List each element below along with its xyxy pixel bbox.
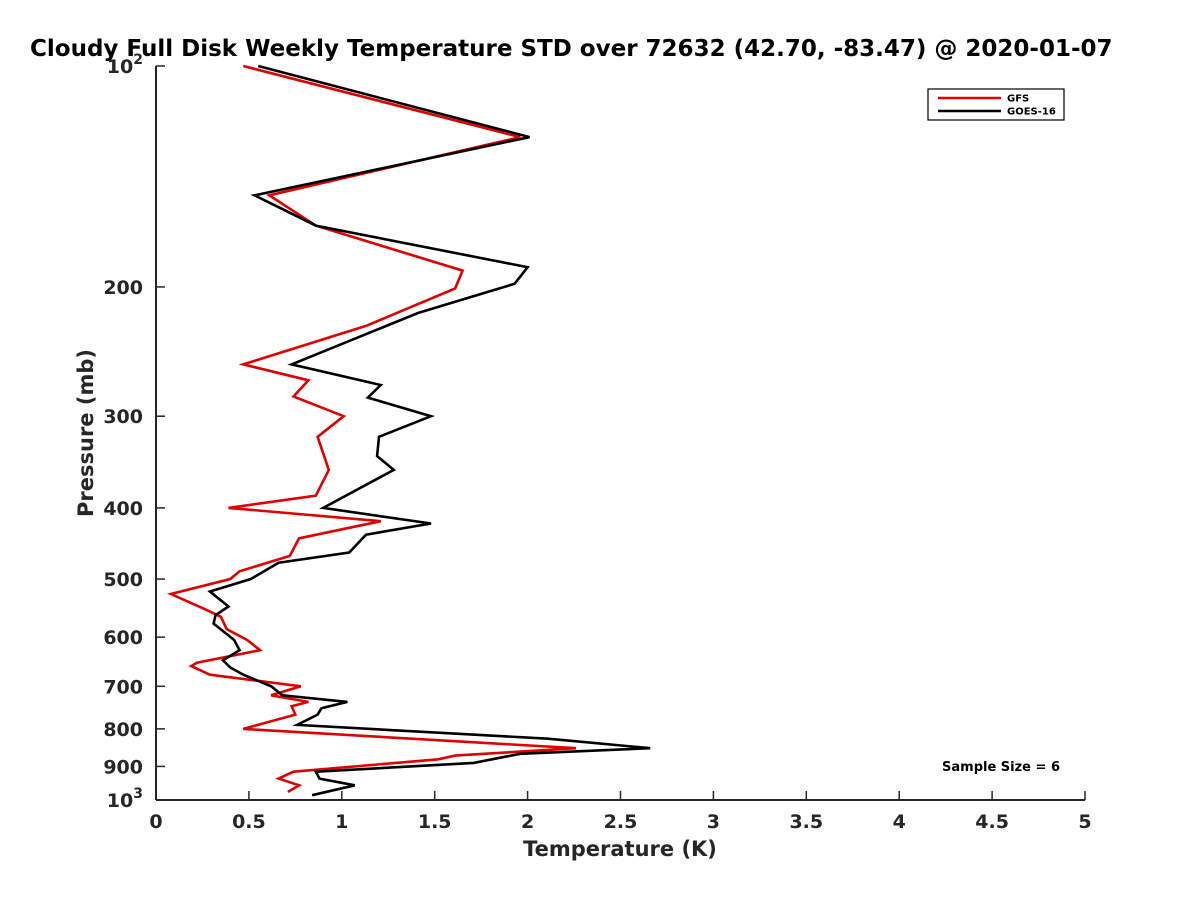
x-tick-label: 3 (707, 811, 720, 833)
y-tick-label: 900 (103, 756, 143, 778)
y-tick-label: 700 (103, 676, 143, 698)
sample-size-annotation: Sample Size = 6 (942, 760, 1060, 775)
legend-label: GOES-16 (1007, 107, 1056, 118)
x-axis-title: Temperature (K) (523, 837, 717, 861)
y-tick-label: 300 (103, 406, 143, 428)
y-tick-label: 103 (107, 786, 143, 812)
y-tick-base: 10 (107, 790, 133, 812)
chart-title: Cloudy Full Disk Weekly Temperature STD … (30, 36, 1113, 62)
y-tick-exponent: 2 (133, 52, 143, 68)
y-tick-label: 400 (103, 498, 143, 520)
y-tick-label: 600 (103, 627, 143, 649)
legend: GFS GOES-16 (927, 88, 1065, 121)
y-axis-title: Pressure (mb) (74, 349, 98, 517)
x-tick-label: 0.5 (232, 811, 266, 833)
x-ticks: 0 0.5 1 1.5 2 2.5 3 3.5 4 4.5 5 (149, 791, 1092, 833)
series-layer (166, 64, 651, 797)
legend-box (927, 88, 1065, 121)
y-tick-label: 800 (103, 719, 143, 741)
y-tick-label: 200 (103, 277, 143, 299)
y-tick-exponent: 3 (133, 786, 143, 802)
x-tick-label: 2.5 (604, 811, 638, 833)
y-tick-label: 500 (103, 569, 143, 591)
y-tick-base: 10 (107, 56, 133, 78)
x-tick-label: 0 (149, 811, 162, 833)
x-tick-label: 1 (335, 811, 348, 833)
plot-frame (155, 66, 1085, 801)
y-tick-label: 102 (107, 52, 143, 78)
legend-label: GFS (1007, 94, 1029, 105)
x-tick-label: 2 (521, 811, 534, 833)
series-line-goes-16 (207, 64, 651, 797)
x-tick-label: 4 (893, 811, 906, 833)
series-line-gfs (166, 64, 576, 794)
x-tick-label: 4.5 (975, 811, 1009, 833)
x-tick-label: 5 (1078, 811, 1091, 833)
x-tick-label: 1.5 (418, 811, 452, 833)
x-tick-label: 3.5 (789, 811, 823, 833)
